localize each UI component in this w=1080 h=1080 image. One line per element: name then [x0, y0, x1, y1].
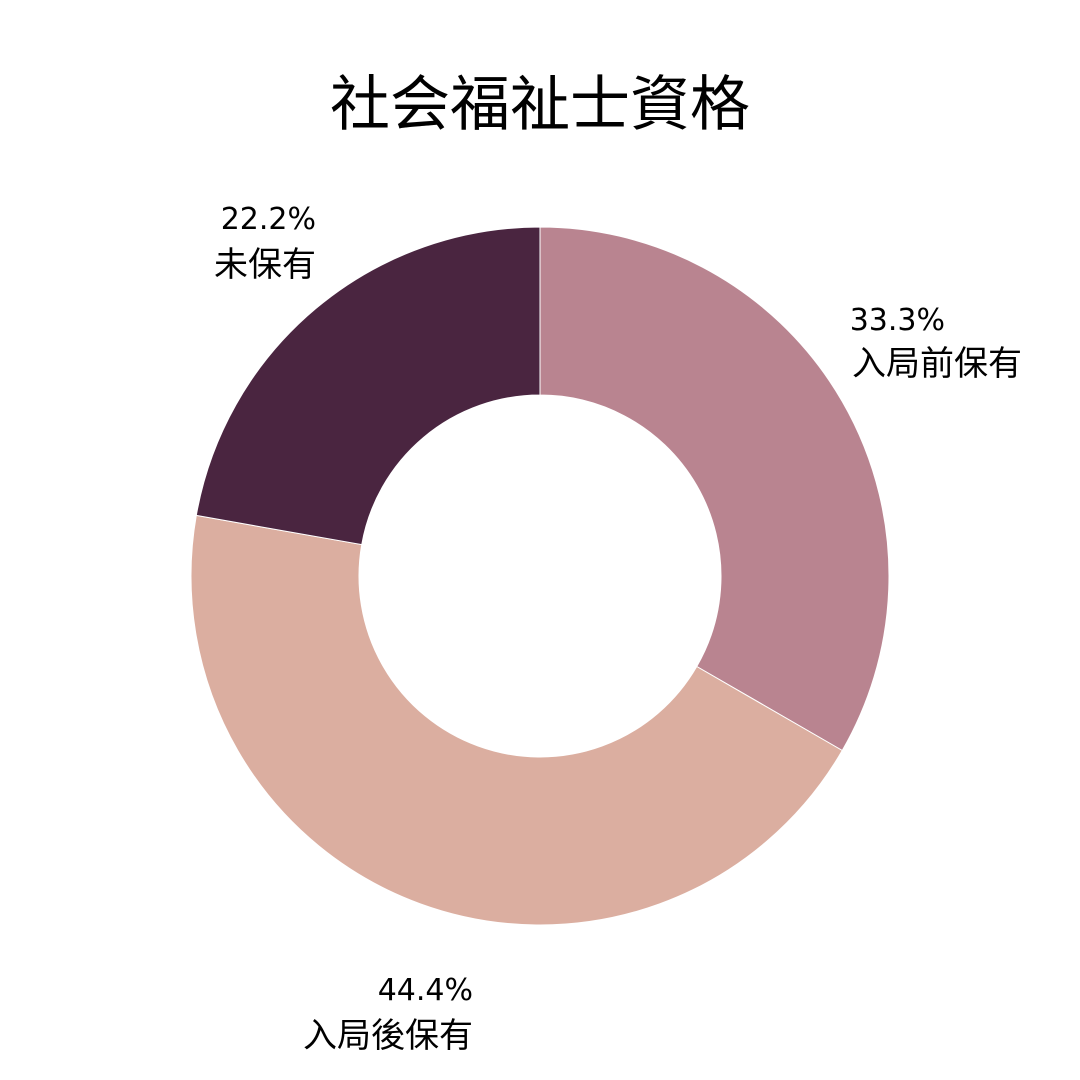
slice-category-label: 未保有	[214, 245, 316, 285]
donut-slices	[190, 226, 890, 926]
slice-3	[195, 226, 541, 546]
slice-1	[539, 226, 890, 752]
slice-value-label: 33.3%	[850, 303, 945, 338]
slice-value-label: 22.2%	[221, 202, 316, 237]
slice-labels: 33.3% 入局前保有 44.4% 入局後保有 22.2% 未保有	[214, 202, 1022, 1056]
chart-title: 社会福祉士資格	[330, 70, 750, 140]
slice-2	[190, 514, 843, 926]
slice-category-label: 入局前保有	[852, 344, 1022, 384]
slice-category-label: 入局後保有	[303, 1016, 473, 1056]
slice-value-label: 44.4%	[378, 973, 473, 1008]
